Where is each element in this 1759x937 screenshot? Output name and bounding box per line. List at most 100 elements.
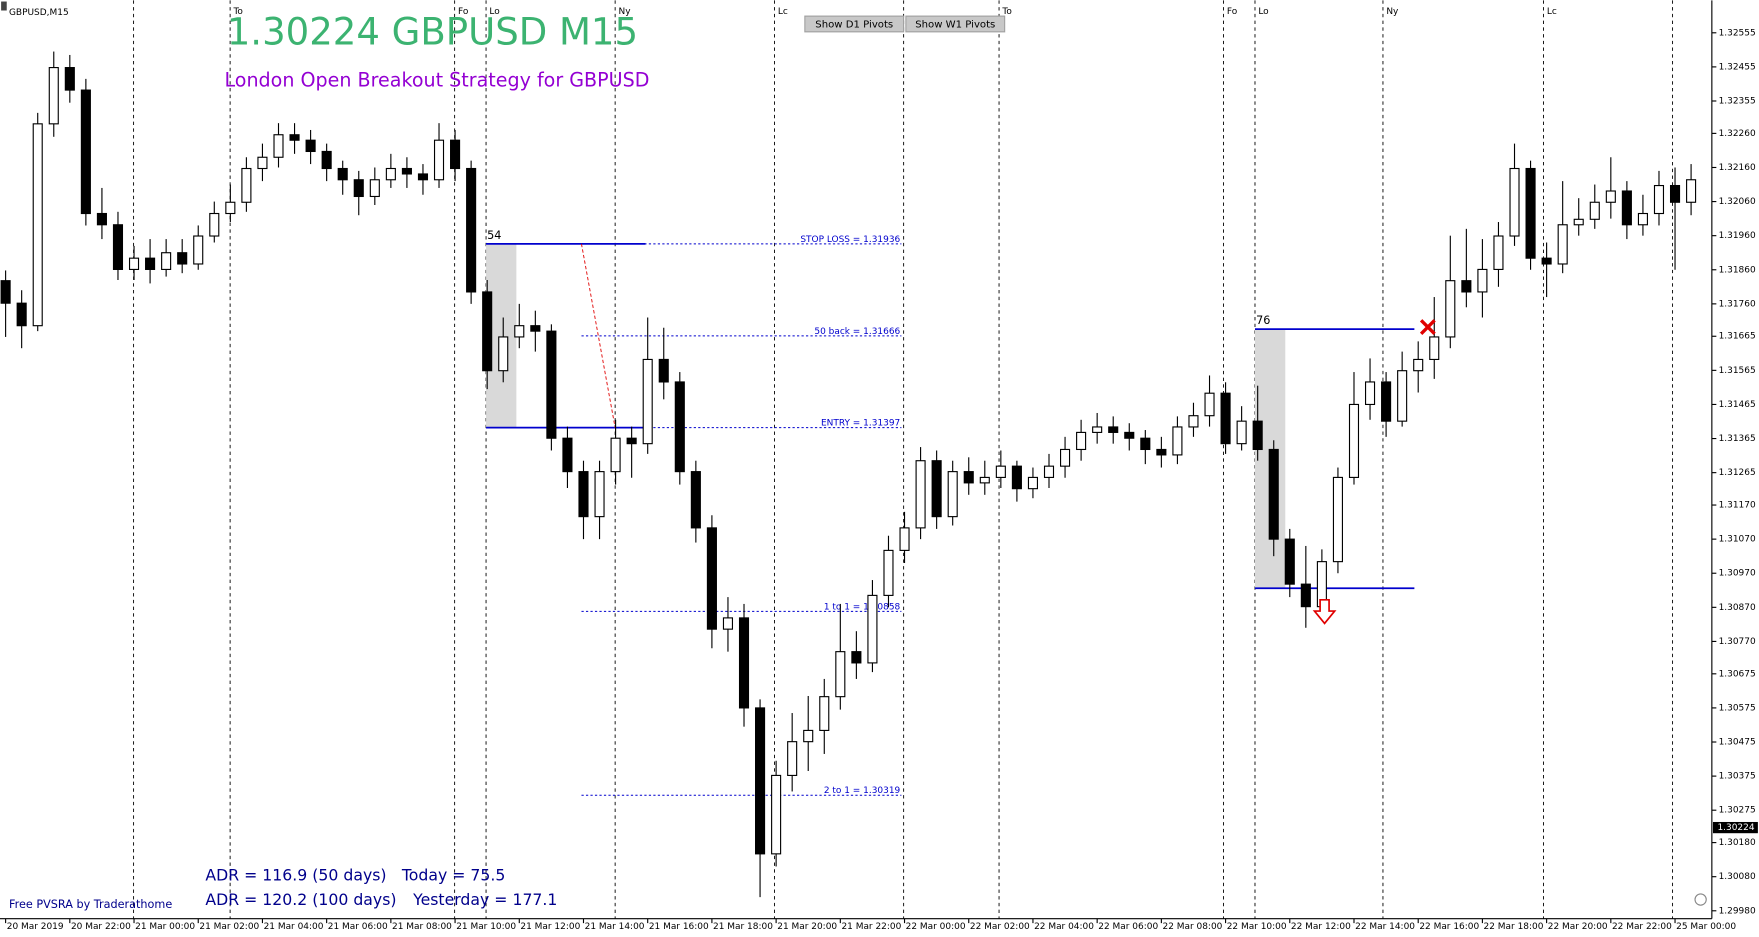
signal-marks	[1312, 319, 1707, 906]
y-tick-label: 1.31665	[1719, 332, 1756, 342]
button[interactable]: Show D1 Pivots	[815, 20, 893, 31]
y-tick-label: 1.30180	[1719, 838, 1756, 848]
info-text: ADR = 120.2 (100 days)	[205, 890, 396, 909]
y-tick-label: 1.32260	[1719, 129, 1756, 139]
info-text: Today = 75.5	[401, 865, 506, 884]
candle-body	[594, 471, 605, 518]
candle-body	[337, 167, 348, 181]
candle-body	[915, 460, 926, 529]
candle-body	[1669, 184, 1681, 203]
y-tick-label: 1.30080	[1719, 872, 1756, 882]
candle-body	[1413, 358, 1424, 372]
candle-body	[899, 527, 910, 551]
x-tick-label: 22 Mar 08:00	[1162, 922, 1222, 932]
session-label: Lc	[778, 7, 788, 17]
x-tick-label: 22 Mar 12:00	[1291, 922, 1351, 932]
info-text: Yesterday = 177.1	[412, 890, 557, 909]
candle-body	[819, 696, 830, 731]
candle-body	[112, 224, 124, 270]
candle-body	[1509, 167, 1520, 237]
x-tick-label: 22 Mar 06:00	[1098, 922, 1158, 932]
y-tick-label: 1.32160	[1719, 163, 1756, 173]
range-label: 76	[1256, 314, 1270, 327]
candle-body	[931, 460, 942, 518]
candle-body	[867, 594, 878, 664]
candle-body	[1477, 268, 1488, 293]
candle-body	[626, 437, 637, 445]
x-tick-label: 25 Mar 00:00	[1676, 922, 1736, 932]
candle-body	[1557, 224, 1568, 265]
candle-body	[1637, 212, 1648, 226]
session-label: Fo	[458, 7, 468, 17]
candle-body	[1429, 336, 1440, 361]
candle-body	[1140, 437, 1151, 451]
x-tick-label: 20 Mar 22:00	[71, 922, 131, 932]
candle-body	[1348, 403, 1360, 478]
candle-body	[1252, 420, 1263, 451]
candle-body	[690, 471, 701, 529]
candle-body	[562, 437, 573, 473]
x-tick-label: 21 Mar 06:00	[328, 922, 388, 932]
candle-body	[803, 729, 814, 743]
button-bg[interactable]	[905, 15, 1006, 33]
candle-body	[401, 167, 412, 175]
candle-body	[1220, 392, 1231, 445]
session-label: Ny	[1386, 7, 1399, 17]
x-tick-label: 21 Mar 10:00	[456, 922, 516, 932]
y-tick-label: 1.32555	[1719, 28, 1756, 38]
chart-title: 1.30224 GBPUSD M15	[227, 11, 638, 54]
level-label: ENTRY = 1.31397	[821, 419, 900, 429]
candle-body	[674, 381, 685, 473]
y-tick-label: 1.31070	[1719, 535, 1756, 545]
candle-body	[193, 235, 204, 265]
candle-body	[369, 179, 380, 198]
button[interactable]: Show W1 Pivots	[915, 20, 995, 31]
candle-body	[273, 134, 284, 158]
x-tick-label: 21 Mar 20:00	[777, 922, 837, 932]
candle-body	[546, 330, 557, 439]
session-label: To	[1001, 7, 1011, 17]
candle-body	[257, 156, 268, 170]
risk-diagonal	[581, 243, 616, 428]
x-tick-label: 21 Mar 00:00	[135, 922, 195, 932]
candle-body	[1381, 381, 1392, 422]
session-label: Fo	[1227, 7, 1237, 17]
candle-body	[963, 471, 974, 484]
sell-arrow	[1312, 598, 1337, 625]
candle-body	[32, 123, 43, 327]
candle-body	[706, 527, 717, 630]
button-bg[interactable]	[804, 15, 905, 33]
x-tick-label: 22 Mar 22:00	[1612, 922, 1672, 932]
y-tick-label: 1.30575	[1719, 703, 1756, 713]
x-tick-label: 21 Mar 02:00	[199, 922, 259, 932]
y-tick-label: 1.30870	[1719, 603, 1756, 613]
candle-body	[450, 139, 461, 170]
candle-body	[883, 549, 894, 596]
x-tick-label: 22 Mar 14:00	[1355, 922, 1415, 932]
session-label: To	[232, 7, 242, 17]
candle-body	[1397, 370, 1408, 422]
candle-body	[1284, 538, 1295, 585]
candle-body	[1364, 381, 1376, 406]
layer	[0, 51, 1697, 898]
candle-body	[1445, 280, 1456, 338]
y-tick-label: 1.32455	[1719, 62, 1756, 72]
y-tick-label: 1.30770	[1719, 637, 1756, 647]
candle-body	[145, 257, 156, 270]
y-tick-label: 1.29980	[1719, 906, 1756, 916]
x-tick-label: 22 Mar 18:00	[1484, 922, 1544, 932]
info-text: ADR = 116.9 (50 days)	[205, 865, 386, 884]
candle-body	[1204, 392, 1215, 417]
candle-body	[1076, 431, 1087, 451]
x-tick-label: 22 Mar 16:00	[1419, 922, 1479, 932]
x-tick-label: 21 Mar 16:00	[649, 922, 709, 932]
y-tick-label: 1.31565	[1719, 366, 1756, 376]
candle-body	[385, 167, 396, 181]
y-tick-label: 1.32060	[1719, 197, 1756, 207]
candle-body	[1493, 235, 1504, 270]
x-tick-label: 21 Mar 22:00	[841, 922, 901, 932]
session-label: Lo	[1258, 7, 1268, 17]
candle-body	[514, 325, 525, 338]
